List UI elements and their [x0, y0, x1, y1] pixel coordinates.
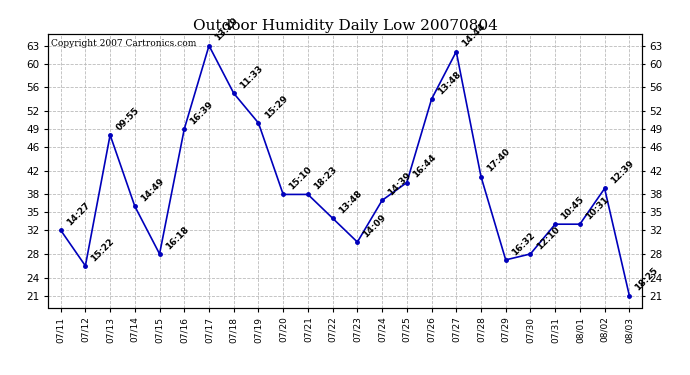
- Text: 16:39: 16:39: [188, 99, 215, 126]
- Text: 13:19: 13:19: [213, 16, 240, 43]
- Text: Copyright 2007 Cartronics.com: Copyright 2007 Cartronics.com: [51, 39, 197, 48]
- Text: 18:25: 18:25: [633, 266, 660, 293]
- Text: 14:09: 14:09: [362, 213, 388, 239]
- Text: 12:10: 12:10: [535, 225, 561, 251]
- Text: 15:22: 15:22: [90, 237, 116, 263]
- Text: 15:29: 15:29: [263, 93, 289, 120]
- Title: Outdoor Humidity Daily Low 20070804: Outdoor Humidity Daily Low 20070804: [193, 19, 497, 33]
- Text: 14:27: 14:27: [65, 201, 92, 227]
- Text: 11:33: 11:33: [238, 64, 264, 90]
- Text: 13:48: 13:48: [337, 189, 364, 216]
- Text: 16:18: 16:18: [164, 225, 190, 251]
- Text: 15:10: 15:10: [287, 165, 314, 192]
- Text: 14:39: 14:39: [386, 171, 413, 198]
- Text: 10:31: 10:31: [584, 195, 611, 221]
- Text: 17:40: 17:40: [485, 147, 512, 174]
- Text: 18:23: 18:23: [312, 165, 339, 192]
- Text: 10:45: 10:45: [560, 195, 586, 221]
- Text: 16:32: 16:32: [510, 231, 537, 257]
- Text: 14:44: 14:44: [460, 22, 487, 49]
- Text: 12:39: 12:39: [609, 159, 635, 186]
- Text: 14:49: 14:49: [139, 177, 166, 204]
- Text: 09:55: 09:55: [115, 105, 141, 132]
- Text: 13:48: 13:48: [435, 70, 462, 96]
- Text: 16:44: 16:44: [411, 153, 437, 180]
